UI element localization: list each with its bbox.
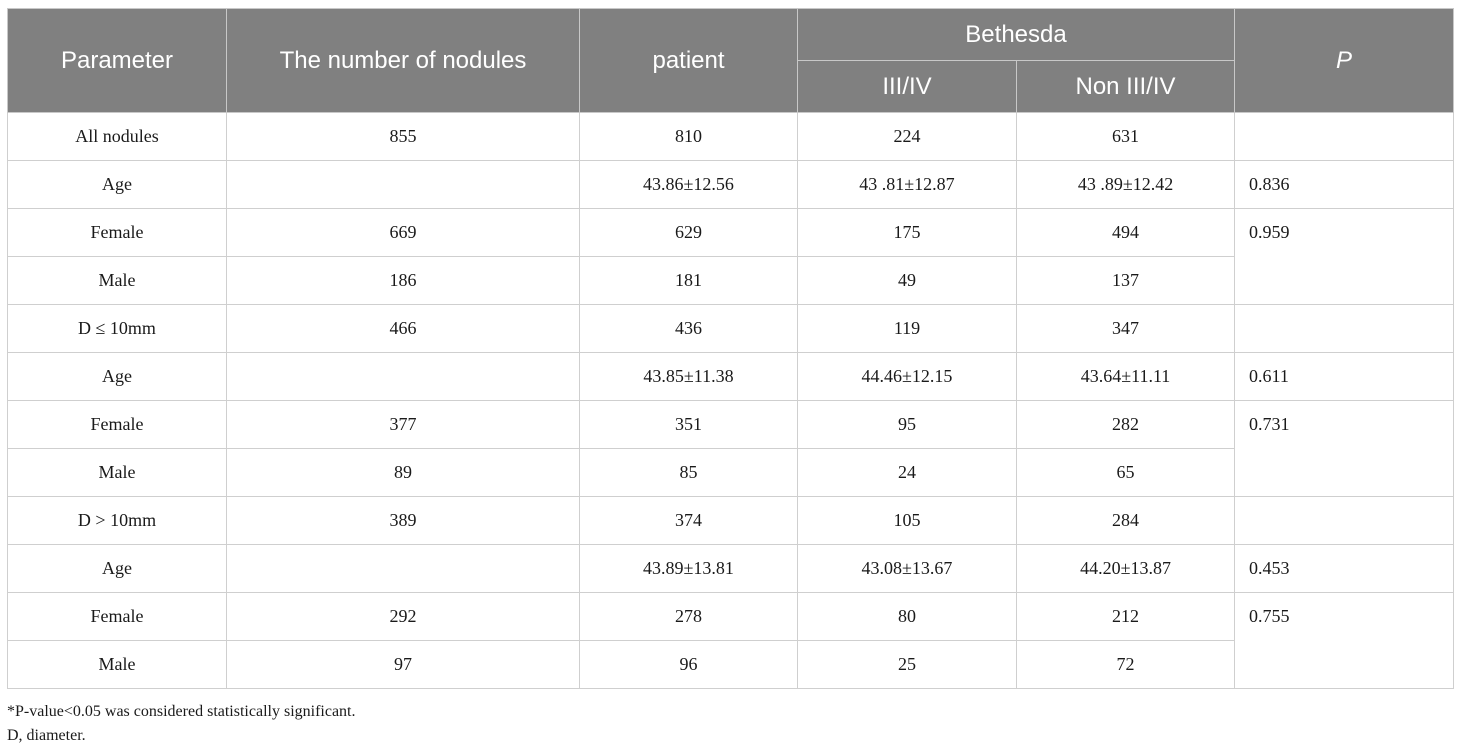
cell-non-iii-iv: 631 <box>1015 112 1236 161</box>
cell-nodules: 186 <box>226 256 580 305</box>
table-row: D > 10mm 389 374 105 284 <box>7 496 1455 545</box>
cell-parameter: Age <box>7 544 227 593</box>
cell-nodules: 292 <box>226 592 580 641</box>
table-header: Parameter The number of nodules patient … <box>7 8 1455 113</box>
cell-patient: 43.85±11.38 <box>579 352 798 401</box>
cell-nodules: 855 <box>226 112 580 161</box>
cell-parameter: Male <box>7 256 227 305</box>
cell-iii-iv: 80 <box>797 592 1017 641</box>
table-row: Female 377 351 95 282 0.731 <box>7 400 1455 497</box>
cell-p <box>1234 304 1455 353</box>
header-parameter: Parameter <box>7 8 227 113</box>
table-row: Age 43.89±13.81 43.08±13.67 44.20±13.87 … <box>7 544 1455 593</box>
cell-patient: 181 <box>579 256 798 305</box>
cell-patient: 96 <box>579 640 798 689</box>
cell-parameter: Age <box>7 352 227 401</box>
cell-iii-iv: 44.46±12.15 <box>797 352 1017 401</box>
cell-parameter: Male <box>7 640 227 689</box>
cell-nodules: 89 <box>226 448 580 497</box>
cell-parameter: Female <box>7 400 227 449</box>
cell-nodules: 669 <box>226 208 580 257</box>
cell-p: 0.959 <box>1234 208 1455 305</box>
cell-parameter: Female <box>7 208 227 257</box>
cell-non-iii-iv: 284 <box>1015 496 1236 545</box>
cell-patient: 629 <box>579 208 798 257</box>
table-footnotes: *P-value<0.05 was considered statistical… <box>7 700 356 748</box>
table-row: D ≤ 10mm 466 436 119 347 <box>7 304 1455 353</box>
cell-nodules: 389 <box>226 496 580 545</box>
cell-nodules: 466 <box>226 304 580 353</box>
table-row: All nodules 855 810 224 631 <box>7 112 1455 161</box>
table-row: Male 186 181 49 137 <box>7 256 1454 305</box>
results-table: Parameter The number of nodules patient … <box>7 8 1455 689</box>
header-iii-iv: III/IV <box>797 60 1017 113</box>
header-p: P <box>1234 8 1455 113</box>
cell-patient: 351 <box>579 400 798 449</box>
cell-non-iii-iv: 282 <box>1015 400 1236 449</box>
cell-non-iii-iv: 212 <box>1015 592 1236 641</box>
cell-parameter: Female <box>7 592 227 641</box>
cell-p: 0.731 <box>1234 400 1455 497</box>
table-row: Age 43.85±11.38 44.46±12.15 43.64±11.11 … <box>7 352 1455 401</box>
cell-patient: 43.89±13.81 <box>579 544 798 593</box>
cell-iii-iv: 95 <box>797 400 1017 449</box>
cell-parameter: All nodules <box>7 112 227 161</box>
cell-patient: 43.86±12.56 <box>579 160 798 209</box>
cell-iii-iv: 119 <box>797 304 1017 353</box>
cell-nodules <box>226 160 580 209</box>
table-row: Male 97 96 25 72 <box>7 640 1454 689</box>
cell-parameter: D ≤ 10mm <box>7 304 227 353</box>
cell-nodules: 377 <box>226 400 580 449</box>
cell-patient: 85 <box>579 448 798 497</box>
table-row: Female 669 629 175 494 0.959 <box>7 208 1455 305</box>
cell-parameter: Age <box>7 160 227 209</box>
cell-parameter: Male <box>7 448 227 497</box>
cell-patient: 374 <box>579 496 798 545</box>
cell-parameter: D > 10mm <box>7 496 227 545</box>
cell-p <box>1234 496 1455 545</box>
table-row: Female 292 278 80 212 0.755 <box>7 592 1455 689</box>
table-body: All nodules 855 810 224 631 Age 43.86±12… <box>7 112 1455 689</box>
cell-patient: 278 <box>579 592 798 641</box>
footnote-significance: *P-value<0.05 was considered statistical… <box>7 703 356 720</box>
cell-iii-iv: 24 <box>797 448 1017 497</box>
cell-non-iii-iv: 494 <box>1015 208 1236 257</box>
cell-non-iii-iv: 137 <box>1015 256 1236 305</box>
table-row: Male 89 85 24 65 <box>7 448 1454 497</box>
cell-iii-iv: 43 .81±12.87 <box>797 160 1017 209</box>
cell-nodules <box>226 352 580 401</box>
cell-non-iii-iv: 43.64±11.11 <box>1015 352 1236 401</box>
cell-non-iii-iv: 43 .89±12.42 <box>1015 160 1236 209</box>
cell-p: 0.453 <box>1234 544 1455 593</box>
cell-iii-iv: 175 <box>797 208 1017 257</box>
cell-p <box>1234 112 1455 161</box>
cell-p: 0.755 <box>1234 592 1455 689</box>
cell-iii-iv: 224 <box>797 112 1017 161</box>
cell-nodules <box>226 544 580 593</box>
cell-non-iii-iv: 65 <box>1015 448 1236 497</box>
header-nodules: The number of nodules <box>226 8 580 113</box>
header-patient: patient <box>579 8 798 113</box>
table-row: Age 43.86±12.56 43 .81±12.87 43 .89±12.4… <box>7 160 1455 209</box>
cell-iii-iv: 49 <box>797 256 1017 305</box>
cell-patient: 436 <box>579 304 798 353</box>
cell-iii-iv: 43.08±13.67 <box>797 544 1017 593</box>
cell-non-iii-iv: 72 <box>1015 640 1236 689</box>
cell-iii-iv: 105 <box>797 496 1017 545</box>
cell-iii-iv: 25 <box>797 640 1017 689</box>
cell-non-iii-iv: 44.20±13.87 <box>1015 544 1236 593</box>
cell-p: 0.611 <box>1234 352 1455 401</box>
cell-p: 0.836 <box>1234 160 1455 209</box>
header-bethesda: Bethesda <box>796 8 1236 61</box>
cell-nodules: 97 <box>226 640 580 689</box>
footnote-diameter: D, diameter. <box>7 727 86 744</box>
header-non-iii-iv: Non III/IV <box>1015 60 1236 113</box>
cell-patient: 810 <box>579 112 798 161</box>
cell-non-iii-iv: 347 <box>1015 304 1236 353</box>
